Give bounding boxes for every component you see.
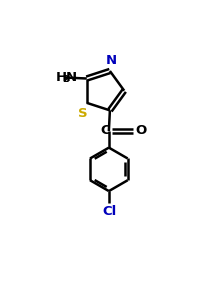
Text: Cl: Cl [102,205,116,218]
Text: 2: 2 [62,75,68,84]
Text: S: S [77,107,87,120]
Text: C: C [100,124,109,137]
Text: H: H [55,71,67,84]
Text: O: O [135,124,146,137]
Text: N: N [65,71,76,84]
Text: N: N [105,54,116,67]
